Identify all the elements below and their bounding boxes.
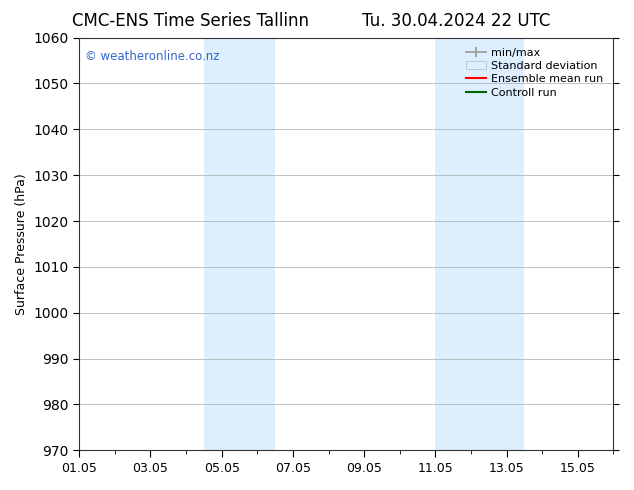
Text: © weatheronline.co.nz: © weatheronline.co.nz bbox=[84, 50, 219, 63]
Bar bbox=[204, 38, 275, 450]
Bar bbox=[436, 38, 524, 450]
Text: Tu. 30.04.2024 22 UTC: Tu. 30.04.2024 22 UTC bbox=[362, 12, 551, 30]
Legend: min/max, Standard deviation, Ensemble mean run, Controll run: min/max, Standard deviation, Ensemble me… bbox=[461, 43, 608, 102]
Text: CMC-ENS Time Series Tallinn: CMC-ENS Time Series Tallinn bbox=[72, 12, 309, 30]
Y-axis label: Surface Pressure (hPa): Surface Pressure (hPa) bbox=[15, 173, 28, 315]
